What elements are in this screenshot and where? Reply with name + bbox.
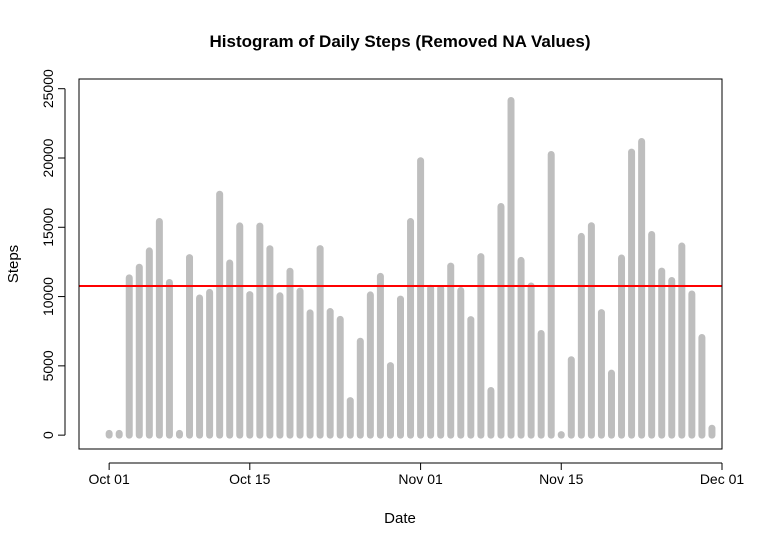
y-tick-label: 20000 <box>40 138 56 177</box>
y-tick-label: 0 <box>40 431 56 439</box>
y-axis-label: Steps <box>5 245 22 283</box>
chart-title: Histogram of Daily Steps (Removed NA Val… <box>209 32 590 51</box>
x-tick-label: Dec 01 <box>700 471 745 487</box>
x-tick-label: Oct 15 <box>229 471 270 487</box>
x-axis-label: Date <box>384 510 416 527</box>
y-tick-label: 5000 <box>40 350 56 381</box>
x-tick-label: Nov 01 <box>398 471 443 487</box>
plot-frame <box>78 78 723 450</box>
y-tick-label: 15000 <box>40 208 56 247</box>
y-tick-label: 10000 <box>40 277 56 316</box>
x-tick-label: Nov 15 <box>539 471 584 487</box>
y-tick-label: 25000 <box>40 69 56 108</box>
y-axis: 0 5000 10000 15000 20000 25000 <box>40 69 66 439</box>
x-tick-label: Oct 01 <box>89 471 130 487</box>
bars-group <box>105 96 716 439</box>
x-axis: Oct 01 Oct 15 Nov 01 Nov 15 Dec 01 <box>89 462 745 487</box>
